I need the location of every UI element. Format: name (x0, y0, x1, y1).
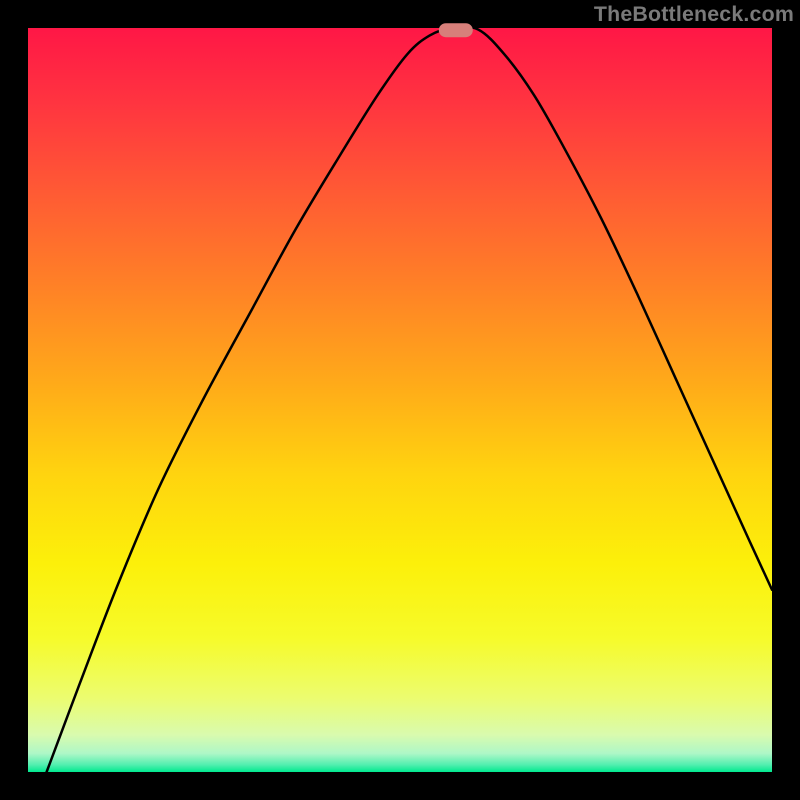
optimal-marker (439, 23, 473, 37)
plot-area (28, 28, 772, 772)
bottleneck-chart: TheBottleneck.com (0, 0, 800, 800)
chart-svg (0, 0, 800, 800)
watermark-text: TheBottleneck.com (594, 2, 794, 27)
